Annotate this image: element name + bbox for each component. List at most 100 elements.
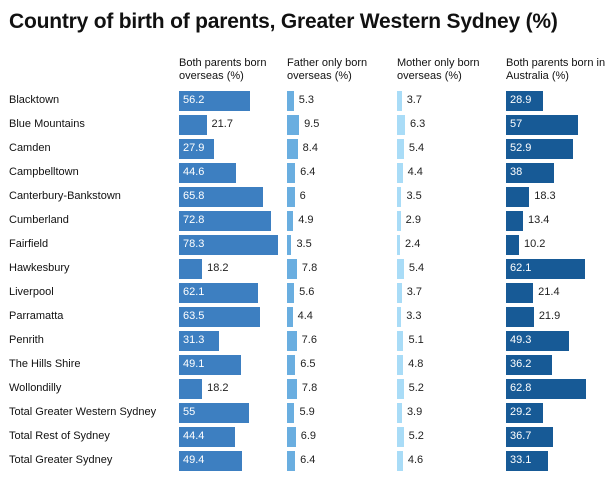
row-label: The Hills Shire [9,358,81,370]
bar [506,403,544,423]
bar [179,91,251,111]
data-label: 36.2 [510,358,532,370]
bar [179,115,207,135]
bar [506,331,569,351]
row-label: Total Rest of Sydney [9,430,110,442]
bar [287,283,295,303]
bar [397,163,403,183]
data-label: 21.4 [538,286,560,298]
data-label: 38 [510,166,523,178]
bar [397,187,402,207]
data-label: 3.7 [406,286,422,298]
data-label: 21.9 [538,310,561,322]
bar [179,235,279,255]
bar [506,235,519,255]
bar [506,283,534,303]
bar [287,115,300,135]
data-label: 62.1 [510,262,532,274]
data-label: 18.2 [207,262,229,274]
bar [179,331,219,351]
data-label: 56.2 [183,94,205,106]
data-label: 8.4 [302,142,318,154]
bar [287,355,296,375]
data-label: 33.1 [510,454,532,466]
data-label: 6.5 [300,358,316,370]
data-label: 65.8 [183,190,205,202]
data-label: 52.9 [510,142,532,154]
data-label: 2.4 [405,238,421,250]
bar [506,91,543,111]
bar [397,331,404,351]
bar [506,139,574,159]
bar [179,451,242,471]
data-label: 4.4 [407,166,423,178]
bar [179,307,260,327]
data-label: 3.3 [406,310,422,322]
bar [287,427,296,447]
data-label: 5.4 [408,262,425,274]
data-label: 62.1 [183,286,205,298]
data-label: 5.6 [299,286,315,298]
row-label: Liverpool [9,286,54,298]
bar [397,451,403,471]
column-header-1: Both parents born overseas (%) [179,57,267,82]
bar [287,307,293,327]
data-label: 5.2 [408,430,424,442]
bar [179,187,263,207]
bar [287,211,294,231]
bar [287,91,294,111]
data-label: 6.4 [300,166,316,178]
data-label: 5.3 [298,94,315,106]
data-label: 44.6 [183,166,205,178]
data-label: 57 [510,118,523,130]
data-label: 62.8 [510,382,532,394]
bar [287,331,297,351]
bar [506,427,553,447]
bar [397,115,405,135]
bar [287,451,296,471]
data-label: 36.7 [510,430,532,442]
bar [287,379,297,399]
bar [506,259,585,279]
bar [287,259,297,279]
row-label: Blue Mountains [9,118,85,130]
bar [506,163,555,183]
data-label: 7.6 [301,334,317,346]
row-label: Wollondilly [9,382,62,394]
data-label: 21.7 [211,118,233,130]
bar [506,307,534,327]
row-label: Hawkesbury [9,262,70,274]
data-label: 3.5 [406,190,422,202]
data-label: 18.2 [207,382,229,394]
data-label: 4.8 [408,358,424,370]
bar [179,379,203,399]
row-label: Total Greater Western Sydney [9,406,157,418]
row-label: Fairfield [9,238,49,250]
chart-title: Country of birth of parents, Greater Wes… [9,10,558,33]
data-label: 10.2 [523,238,546,250]
data-label: 2.9 [405,214,421,226]
bar [179,163,236,183]
bar [397,139,404,159]
bar [179,259,203,279]
bar [397,379,404,399]
bar [506,115,579,135]
data-label: 6.3 [410,118,426,130]
bar [287,235,292,255]
row-label: Parramatta [9,310,64,322]
row-label: Canterbury-Bankstown [9,190,121,202]
data-label: 5.1 [408,334,424,346]
data-label: 4.4 [297,310,313,322]
data-label: 63.5 [183,310,205,322]
data-label: 6 [299,190,306,202]
bar [397,283,402,303]
data-label: 5.2 [408,382,424,394]
data-label: 31.3 [183,334,205,346]
data-label: 28.9 [510,94,532,106]
bar [506,451,549,471]
data-label: 49.1 [183,358,205,370]
data-label: 29.2 [510,406,532,418]
column-header-3: Mother only born overseas (%) [397,57,480,82]
bar [397,235,401,255]
data-label: 27.9 [183,142,205,154]
